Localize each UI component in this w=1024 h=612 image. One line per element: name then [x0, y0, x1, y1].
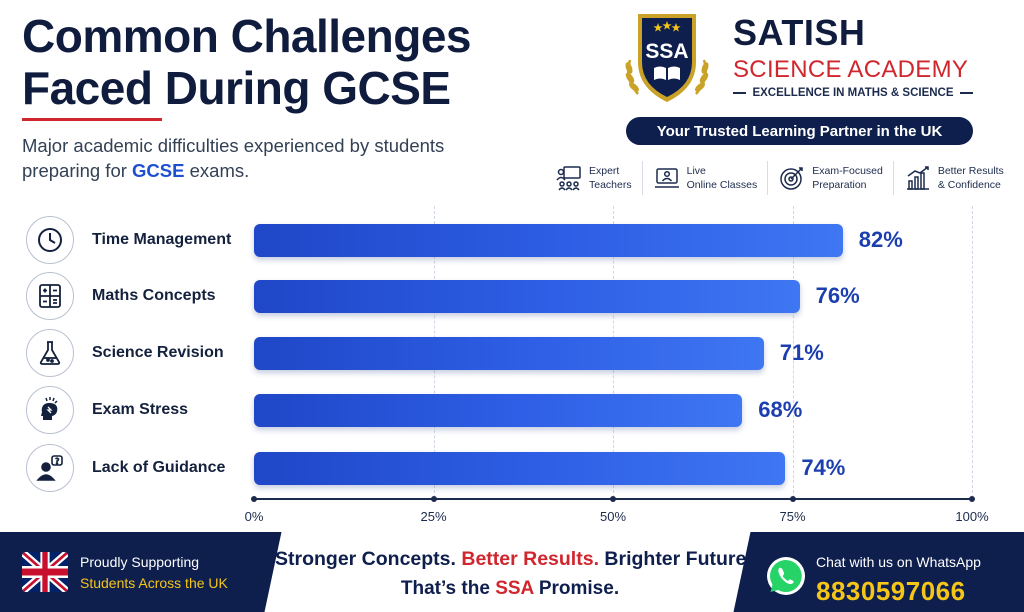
bar — [254, 337, 764, 370]
footer-support-line1: Proudly Supporting — [80, 554, 200, 570]
whatsapp-label: Chat with us on WhatsApp — [816, 554, 981, 570]
growth-chart-icon — [906, 166, 929, 190]
footer-support-line2: Students Across the UK — [80, 575, 228, 591]
whatsapp-icon[interactable] — [764, 554, 808, 598]
calculator-icon — [26, 272, 74, 320]
x-tick-label: 50% — [599, 509, 627, 524]
promise-part-a: That’s the — [400, 578, 496, 599]
x-axis — [254, 498, 972, 500]
category-label: Maths Concepts — [92, 287, 216, 304]
bar-value-label: 82% — [858, 227, 903, 252]
slogan-part-b: Better Results. — [461, 548, 599, 570]
title-line-2: Faced During GCSE — [22, 62, 451, 114]
x-tick-label: 100% — [955, 509, 989, 524]
feature-exam-focused: Exam-Focused Preparation — [768, 161, 894, 195]
bar — [254, 280, 800, 313]
category-label: Lack of Guidance — [92, 459, 226, 476]
subtitle-text: Major academic difficulties experienced … — [22, 135, 445, 181]
uk-flag-icon — [22, 552, 68, 592]
bar-value-label: 74% — [801, 455, 846, 480]
bar — [254, 224, 843, 257]
slogan-part-c: Brighter Futures. — [598, 548, 763, 570]
bar-value-label: 76% — [815, 283, 860, 308]
gridline — [972, 206, 973, 498]
x-tick-label: 75% — [779, 509, 806, 524]
feature-better-results: Better Results & Confidence — [894, 161, 1014, 195]
feature-expert-teachers: Expert Teachers — [545, 161, 643, 195]
trusted-partner-banner: Your Trusted Learning Partner in the UK — [626, 117, 973, 145]
flask-icon — [26, 329, 74, 377]
brand-tagline-text: EXCELLENCE IN MATHS & SCIENCE — [752, 87, 954, 99]
x-tick-label: 25% — [420, 509, 447, 524]
whatsapp-number[interactable]: 8830597066 — [816, 576, 966, 606]
bar — [254, 452, 786, 485]
promise-part-c: Promise. — [533, 578, 620, 599]
feature-label: Exam-Focused Preparation — [812, 165, 883, 191]
ssa-shield-logo: SSA — [625, 14, 709, 102]
gridline — [792, 206, 794, 498]
promise-part-b: SSA — [495, 578, 534, 599]
feature-label: Better Results & Confidence — [937, 165, 1004, 191]
brand-subtitle: SCIENCE ACADEMY — [733, 56, 969, 83]
target-icon — [780, 167, 803, 190]
category-label: Science Revision — [92, 344, 224, 361]
question-person-icon — [26, 444, 74, 492]
footer-promise: That’s the SSA Promise. — [275, 578, 745, 600]
bar — [254, 394, 743, 427]
page-subtitle: Major academic difficulties experienced … — [22, 133, 492, 183]
slogan-part-a: Stronger Concepts. — [275, 548, 462, 570]
feature-live-online: Live Online Classes — [643, 161, 769, 195]
teacher-icon — [556, 166, 581, 191]
brand-tagline: EXCELLENCE IN MATHS & SCIENCE — [733, 86, 973, 100]
logo-text: SSA — [645, 40, 688, 63]
title-underline — [22, 118, 162, 121]
bar-value-label: 68% — [758, 397, 803, 422]
category-label: Time Management — [92, 231, 232, 248]
brand-name: SATISH — [733, 12, 866, 53]
subtitle-end: exams. — [184, 160, 250, 181]
x-tick-label: 0% — [244, 509, 264, 524]
feature-strip: Expert Teachers Live Online Classes Exam… — [545, 160, 1014, 196]
feature-label: Expert Teachers — [589, 165, 632, 191]
laptop-icon — [654, 168, 679, 188]
bar-value-label: 71% — [779, 340, 824, 365]
footer-slogan: Stronger Concepts. Better Results. Brigh… — [275, 548, 763, 571]
clock-icon — [26, 216, 74, 264]
stress-head-icon — [26, 386, 74, 434]
feature-label: Live Online Classes — [686, 165, 758, 191]
category-label: Exam Stress — [92, 401, 189, 418]
subtitle-highlight: GCSE — [132, 160, 185, 181]
page-title: Common Challenges Faced During GCSE — [22, 10, 492, 114]
title-line-1: Common Challenges — [22, 10, 472, 62]
challenges-bar-chart: 0% 25% 50% 75% 100% Time Management 82% Maths C… — [0, 196, 1024, 530]
footer: Proudly Supporting Students Across the U… — [0, 532, 1024, 612]
x-tick-mark — [969, 496, 975, 502]
